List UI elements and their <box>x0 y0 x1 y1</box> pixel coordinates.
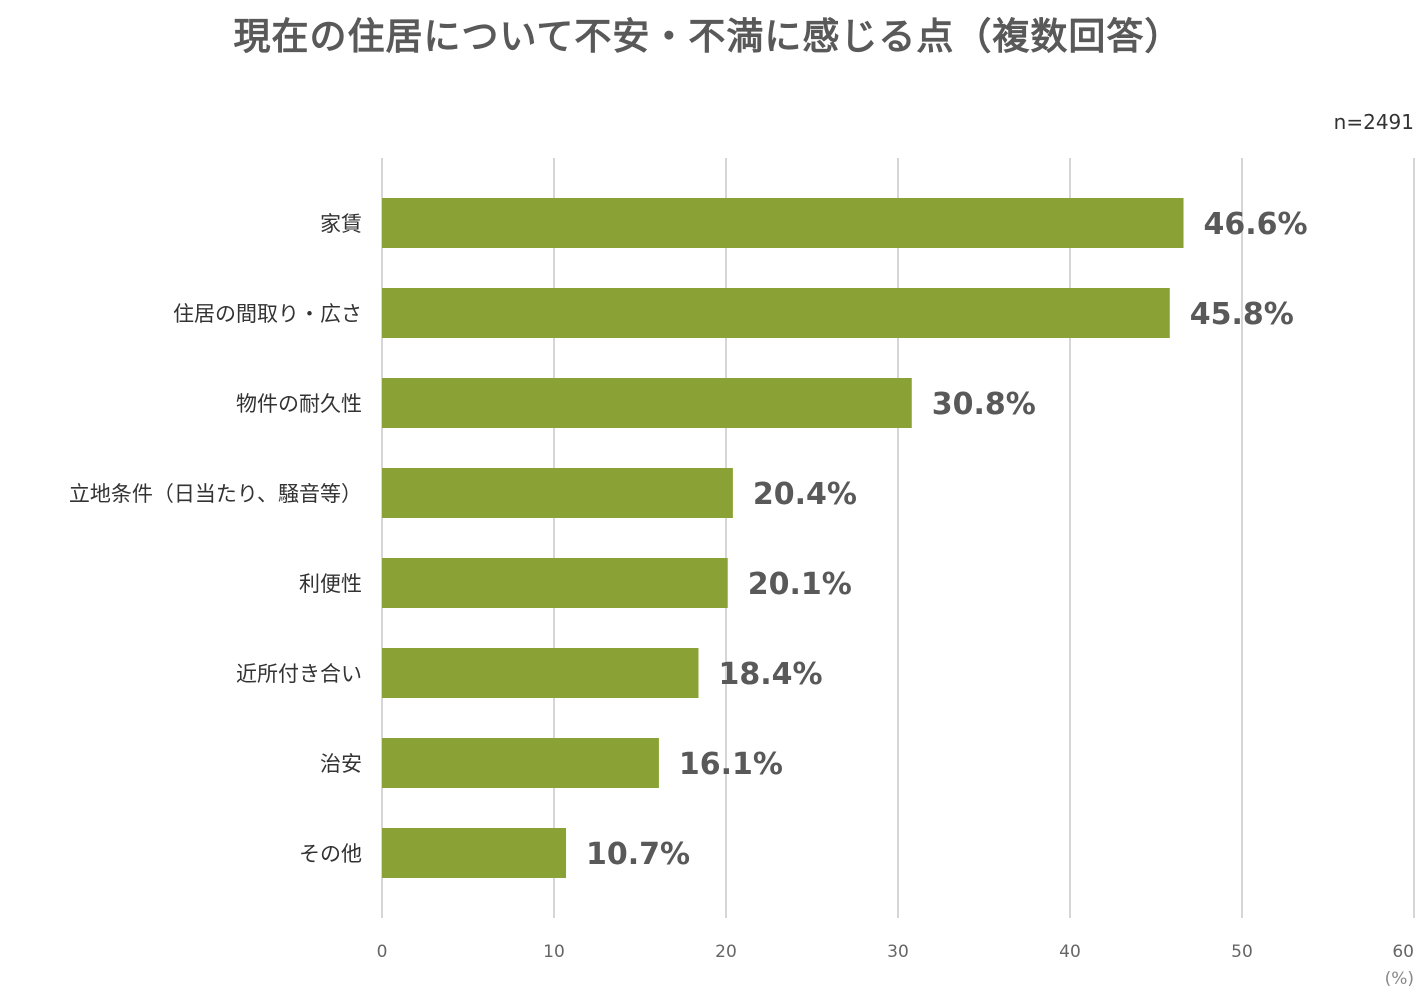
chart-title: 現在の住居について不安・不満に感じる点（複数回答） <box>233 15 1183 58</box>
x-axis-unit: (%) <box>1385 969 1414 989</box>
bar-0 <box>382 198 1184 248</box>
x-tick-label: 60 <box>1392 942 1414 962</box>
bar-1 <box>382 288 1170 338</box>
bar-2 <box>382 378 912 428</box>
bar-5 <box>382 648 699 698</box>
category-label: 立地条件（日当たり、騒音等） <box>69 482 362 506</box>
x-tick-label: 40 <box>1059 942 1081 962</box>
value-label: 20.1% <box>748 567 852 602</box>
x-tick-label: 20 <box>715 942 737 962</box>
bar-7 <box>382 828 567 878</box>
x-tick-label: 0 <box>377 942 388 962</box>
category-label: 物件の耐久性 <box>236 392 362 416</box>
value-label: 18.4% <box>718 657 822 692</box>
x-axis-ticks: 0 10 20 30 40 50 60 (%) <box>377 942 1414 989</box>
value-label: 45.8% <box>1190 297 1294 332</box>
x-tick-label: 10 <box>543 942 565 962</box>
category-label: 治安 <box>320 752 362 776</box>
value-label: 30.8% <box>932 387 1036 422</box>
category-label: 住居の間取り・広さ <box>173 302 362 326</box>
x-tick-label: 30 <box>887 942 909 962</box>
grid-lines <box>381 158 1415 918</box>
category-label: 近所付き合い <box>236 662 362 686</box>
bars <box>382 198 1184 878</box>
value-label: 16.1% <box>679 747 783 782</box>
value-label: 20.4% <box>753 477 857 512</box>
category-label: 利便性 <box>299 572 362 596</box>
bar-6 <box>382 738 659 788</box>
sample-size-note: n=2491 <box>1333 110 1414 134</box>
bar-4 <box>382 558 728 608</box>
category-label: その他 <box>299 842 362 866</box>
x-tick-label: 50 <box>1231 942 1253 962</box>
value-label: 46.6% <box>1204 207 1308 242</box>
category-label: 家賃 <box>320 212 362 236</box>
bar-3 <box>382 468 733 518</box>
value-label: 10.7% <box>586 837 690 872</box>
value-labels: 46.6% 45.8% 30.8% 20.4% 20.1% 18.4% 16.1% 10.7% <box>586 207 1308 872</box>
